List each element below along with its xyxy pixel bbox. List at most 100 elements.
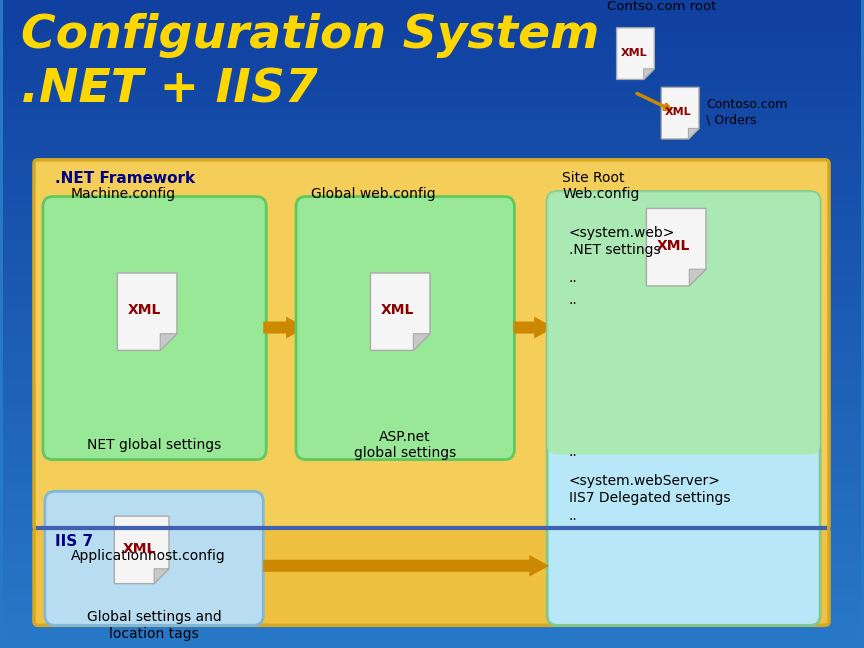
Bar [3, 27, 861, 28]
Bar [3, 338, 861, 340]
Bar [3, 419, 861, 420]
Bar [3, 474, 861, 476]
Bar [3, 52, 861, 54]
Bar [3, 385, 861, 386]
Bar [3, 239, 861, 240]
Bar [3, 13, 861, 14]
Bar [3, 353, 861, 354]
Bar [3, 428, 861, 429]
Bar [3, 563, 861, 564]
Bar [3, 431, 861, 432]
Bar [3, 520, 861, 521]
FancyBboxPatch shape [547, 192, 820, 455]
Bar [3, 6, 861, 7]
Bar [3, 393, 861, 394]
Bar [3, 105, 861, 106]
Bar [3, 607, 861, 608]
Bar [3, 111, 861, 112]
Bar [3, 76, 861, 77]
Bar [3, 442, 861, 443]
Bar [3, 396, 861, 397]
Bar [3, 33, 861, 34]
Bar [3, 243, 861, 244]
Bar [3, 536, 861, 537]
Bar [3, 95, 861, 97]
Bar [3, 405, 861, 406]
Bar [3, 8, 861, 9]
Bar [3, 30, 861, 32]
Bar [3, 397, 861, 398]
Bar [3, 565, 861, 566]
Bar [3, 71, 861, 73]
Bar [3, 404, 861, 405]
Bar [3, 329, 861, 330]
Bar [3, 77, 861, 78]
Bar [3, 39, 861, 40]
Bar [3, 15, 861, 16]
Bar [3, 539, 861, 540]
Bar [3, 430, 861, 431]
Bar [3, 173, 861, 174]
Bar [3, 392, 861, 393]
Text: ..: .. [569, 271, 578, 285]
Bar [3, 403, 861, 404]
Bar [3, 389, 861, 390]
Bar [3, 129, 861, 130]
Bar [3, 80, 861, 82]
Bar [3, 272, 861, 273]
Bar [3, 128, 861, 129]
Bar [3, 122, 861, 123]
Bar [3, 402, 861, 403]
Bar [3, 453, 861, 454]
Bar [3, 528, 861, 529]
Bar [3, 631, 861, 632]
Bar [3, 35, 861, 36]
Bar [3, 158, 861, 159]
Bar [3, 532, 861, 533]
Bar [3, 595, 861, 596]
Bar [3, 508, 861, 509]
Bar [3, 213, 861, 214]
Bar [3, 121, 861, 122]
Bar [3, 125, 861, 126]
Bar [3, 286, 861, 287]
Bar [3, 525, 861, 526]
Bar [3, 494, 861, 495]
Bar [3, 553, 861, 554]
Bar [3, 619, 861, 620]
Bar [3, 75, 861, 76]
Bar [3, 511, 861, 512]
Bar [3, 228, 861, 229]
Bar [3, 25, 861, 26]
Bar [3, 312, 861, 313]
Bar [3, 159, 861, 160]
Bar [3, 503, 861, 504]
Bar [3, 355, 861, 356]
Bar [3, 381, 861, 382]
Bar [3, 16, 861, 17]
Text: ASP.net
global settings: ASP.net global settings [354, 430, 456, 460]
Bar [3, 126, 861, 127]
Bar [3, 108, 861, 109]
Bar [3, 18, 861, 19]
Bar [3, 476, 861, 478]
Bar [3, 518, 861, 519]
Bar [3, 270, 861, 271]
Text: XML: XML [380, 303, 414, 317]
Bar [3, 407, 861, 408]
Bar [3, 545, 861, 546]
Bar [3, 463, 861, 465]
Bar [3, 432, 861, 433]
Bar [3, 179, 861, 181]
Bar [3, 366, 861, 367]
Bar [3, 340, 861, 341]
Bar [3, 170, 861, 172]
Bar [3, 561, 861, 562]
Bar [3, 493, 861, 494]
Bar [3, 523, 861, 524]
Bar [3, 380, 861, 381]
Bar [3, 130, 861, 131]
Bar [3, 17, 861, 18]
Bar [3, 334, 861, 336]
Bar [3, 259, 861, 260]
